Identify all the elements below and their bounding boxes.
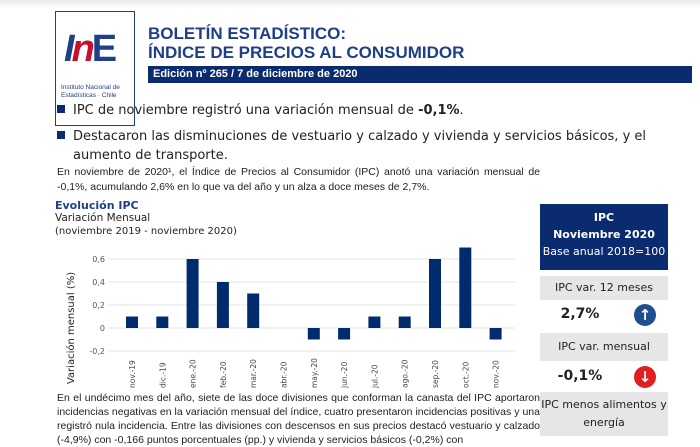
y-tick-label: 0	[100, 324, 105, 333]
chart-title: Evolución IPC	[55, 199, 139, 212]
bullet-square-icon	[57, 131, 65, 139]
edition-bar: Edición nº 265 / 7 de diciembre de 2020	[148, 66, 692, 83]
bullet-2: Destacaron las disminuciones de vestuari…	[57, 127, 693, 165]
bar	[489, 328, 502, 340]
value-mensual: -0,1%	[557, 368, 603, 384]
x-tick-label: oct.-20	[461, 361, 470, 388]
bar	[247, 293, 260, 328]
bar	[429, 259, 441, 328]
bar	[368, 316, 381, 328]
top-shade	[0, 0, 700, 8]
x-tick-label: sep.-20	[431, 360, 440, 388]
x-tick-label: nov.-19	[128, 360, 137, 388]
y-tick-label: -0,2	[89, 347, 105, 356]
bar	[459, 247, 472, 328]
label-subyacente: IPC menos alimentos y energía	[540, 392, 668, 436]
y-axis-label: Variación mensual (%)	[65, 272, 77, 384]
y-tick-label: 0,2	[92, 301, 105, 310]
bar	[307, 328, 320, 340]
label-mensual: IPC var. mensual	[540, 333, 668, 361]
ine-logo: InE Instituto Nacional de Estadísticas ·…	[55, 11, 135, 126]
title-line-2: ÍNDICE DE PRECIOS AL CONSUMIDOR	[148, 43, 465, 62]
y-tick-label: 0,6	[92, 255, 105, 264]
bar	[398, 316, 411, 328]
x-tick-label: jul.-20	[370, 364, 379, 389]
bar	[338, 328, 351, 340]
y-tick-label: 0,4	[92, 278, 105, 287]
x-tick-label: abr.-20	[280, 361, 289, 388]
down-arrow-icon: ↓	[634, 366, 656, 388]
up-arrow-icon: ↑	[634, 304, 656, 326]
x-tick-label: nov.-20	[492, 360, 501, 388]
x-tick-label: ene.-20	[189, 359, 198, 388]
x-tick-label: mar.-20	[249, 359, 258, 388]
bullet-1: IPC de noviembre registró una variación …	[57, 101, 687, 120]
x-tick-label: may.-20	[310, 358, 319, 388]
chart-subtitle: Variación Mensual	[55, 212, 151, 224]
bar-chart: 0,6 0,4 0,2 0 -0,2 Variación mensual (%) nov.-…	[65, 247, 515, 389]
chart-period: (noviembre 2019 - noviembre 2020)	[55, 226, 237, 237]
intro-paragraph: En noviembre de 2020¹, el Índice de Prec…	[57, 166, 540, 193]
bar	[216, 282, 229, 328]
bullet-square-icon	[57, 105, 65, 113]
body-paragraph: En el undécimo mes del año, siete de las…	[57, 392, 540, 446]
ipc-panel-header: IPC Noviembre 2020 Base anual 2018=100	[540, 204, 668, 270]
x-tick-label: feb.-20	[219, 361, 228, 388]
bar	[156, 316, 169, 328]
bar	[126, 316, 138, 328]
title-line-1: BOLETÍN ESTADÍSTICO:	[148, 24, 347, 43]
logo-caption: Instituto Nacional de Estadísticas · Chi…	[61, 84, 120, 99]
x-tick-label: ago.-20	[401, 359, 410, 388]
value-12-meses: 2,7%	[560, 306, 600, 322]
label-12-meses: IPC var. 12 meses	[540, 276, 668, 300]
x-tick-label: jun.-20	[340, 362, 349, 389]
bar	[186, 259, 199, 328]
x-tick-label: dic.-19	[158, 362, 167, 388]
